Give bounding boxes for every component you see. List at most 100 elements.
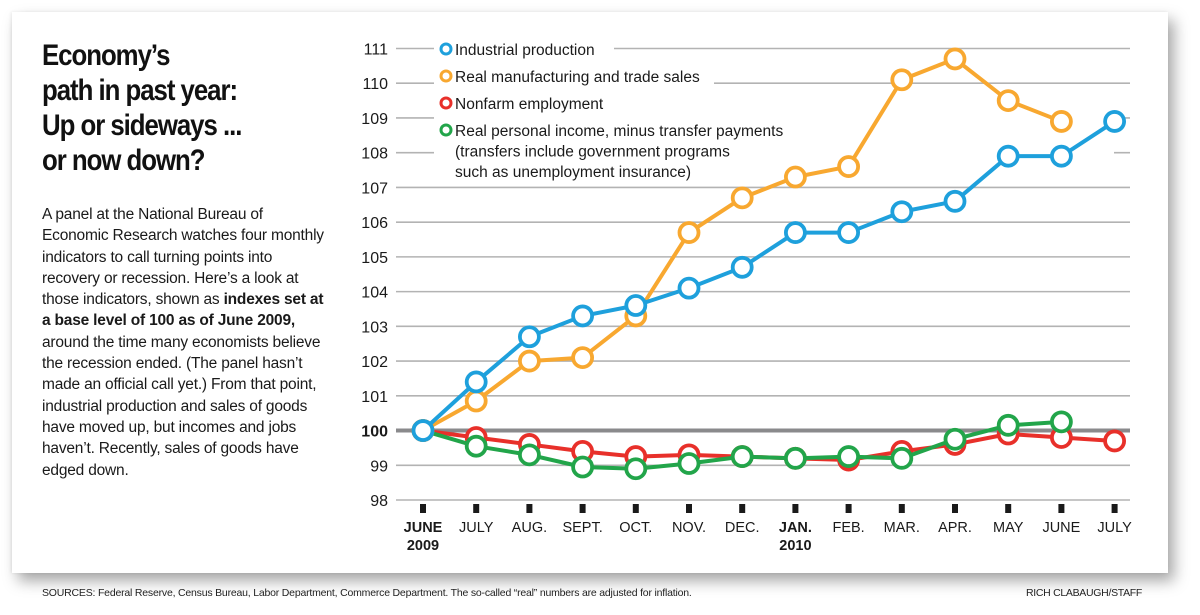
sources-note: SOURCES: Federal Reserve, Census Bureau,… bbox=[42, 587, 692, 599]
series-real-personal-income bbox=[411, 410, 1073, 481]
data-point bbox=[784, 165, 807, 189]
x-tick-label: JUNE bbox=[404, 520, 443, 536]
legend-marker-icon bbox=[439, 69, 453, 83]
x-tick-label: OCT. bbox=[619, 520, 652, 536]
data-point bbox=[730, 445, 754, 468]
data-point bbox=[518, 349, 541, 373]
x-tick-label: MAY bbox=[993, 520, 1024, 536]
data-point bbox=[518, 443, 541, 467]
x-tick-mark bbox=[845, 504, 852, 513]
data-point bbox=[677, 221, 701, 244]
data-point bbox=[730, 186, 754, 210]
y-tick-label: 111 bbox=[364, 42, 388, 59]
body-text-part2: around the time many economists believe … bbox=[42, 333, 321, 479]
x-tick-mark bbox=[952, 504, 958, 513]
legend-marker-icon bbox=[439, 96, 453, 110]
x-tick-mark bbox=[632, 504, 639, 513]
data-point bbox=[943, 189, 967, 213]
x-tick-label: SEPT. bbox=[562, 520, 602, 536]
data-point bbox=[464, 434, 488, 458]
data-point bbox=[890, 446, 914, 470]
data-point bbox=[837, 221, 860, 244]
legend-label: Industrial production bbox=[455, 42, 595, 59]
headline-line: Economy’s bbox=[42, 39, 170, 72]
x-tick-label: DEC. bbox=[725, 520, 760, 536]
x-tick-label: MAR. bbox=[884, 520, 920, 536]
data-point bbox=[677, 276, 701, 300]
data-point bbox=[677, 452, 701, 475]
headline: Economy’s path in past year: Up or sidew… bbox=[42, 38, 300, 178]
x-tick-label: JAN. bbox=[779, 520, 812, 536]
x-tick-mark bbox=[420, 504, 426, 513]
x-tick-mark bbox=[473, 504, 480, 513]
y-tick-label: 99 bbox=[370, 458, 388, 475]
x-tick-sublabel: 2009 bbox=[407, 538, 439, 554]
x-tick-label: AUG. bbox=[512, 520, 547, 536]
data-point bbox=[1103, 429, 1126, 453]
legend-bg bbox=[434, 65, 714, 89]
data-point bbox=[518, 325, 541, 349]
graphic-credit: RICH CLABAUGH/STAFF bbox=[1026, 587, 1143, 599]
data-point bbox=[996, 89, 1020, 112]
legend-note: such as unemployment insurance) bbox=[455, 164, 691, 181]
data-point bbox=[464, 370, 488, 394]
x-tick-mark bbox=[579, 504, 586, 513]
x-tick-label: JUNE bbox=[1042, 520, 1080, 536]
x-tick-label: JULY bbox=[459, 520, 494, 536]
x-tick-label: APR. bbox=[938, 520, 972, 536]
headline-line: or now down? bbox=[42, 144, 205, 177]
legend-item-industrial-production: Industrial production bbox=[439, 42, 595, 59]
legend-marker-icon bbox=[439, 42, 453, 56]
x-tick-sublabel: 2010 bbox=[779, 538, 811, 554]
x-tick-mark bbox=[1058, 504, 1065, 513]
x-tick-mark bbox=[739, 504, 746, 513]
data-point bbox=[996, 144, 1020, 168]
y-axis-ticks: 98 99 100 101 102 103 104 105 106 107 108 109 110 111 bbox=[361, 42, 388, 511]
x-tick-mark bbox=[686, 504, 692, 513]
x-tick-mark bbox=[1005, 504, 1012, 513]
x-tick-mark bbox=[792, 504, 799, 513]
y-tick-label: 108 bbox=[361, 146, 388, 163]
y-tick-label: 102 bbox=[361, 354, 388, 371]
x-tick-label: JULY bbox=[1097, 520, 1132, 536]
y-tick-label: 103 bbox=[361, 319, 388, 336]
series-industrial-production bbox=[411, 110, 1126, 442]
x-tick-mark bbox=[898, 504, 905, 513]
data-point bbox=[571, 346, 594, 370]
legend-item-real-personal-income: Real personal income, minus transfer pay… bbox=[439, 123, 783, 181]
data-point bbox=[464, 389, 488, 413]
data-point bbox=[624, 294, 648, 317]
y-tick-label: 107 bbox=[361, 180, 388, 197]
x-tick-label: FEB. bbox=[832, 520, 864, 536]
series-lines bbox=[411, 47, 1126, 481]
data-point bbox=[730, 255, 754, 279]
x-axis-ticks: JUNE 2009 JULY AUG. SEPT. OCT. NOV. DEC. JAN. 201… bbox=[404, 504, 1132, 554]
legend-marker-icon bbox=[439, 123, 453, 137]
explanatory-text: A panel at the National Bureau of Econom… bbox=[42, 204, 332, 481]
data-point bbox=[1050, 110, 1073, 133]
data-point bbox=[996, 413, 1020, 437]
y-tick-label: 110 bbox=[362, 76, 388, 93]
legend-label: Nonfarm employment bbox=[455, 96, 604, 113]
y-tick-label: 98 bbox=[370, 493, 388, 510]
body-text-emphasis: indexes set at a base level of 100 as of… bbox=[42, 291, 324, 330]
headline-line: Up or sideways ... bbox=[42, 109, 242, 142]
data-point bbox=[943, 47, 967, 71]
legend-item-nonfarm-employment: Nonfarm employment bbox=[439, 96, 604, 113]
y-tick-label: 100 bbox=[361, 424, 388, 441]
data-point bbox=[890, 68, 914, 92]
data-point bbox=[1050, 410, 1073, 434]
legend-note: (transfers include government programs bbox=[455, 144, 730, 161]
headline-line: path in past year: bbox=[42, 74, 238, 107]
legend: Industrial production Real manufacturing … bbox=[439, 42, 783, 181]
data-point bbox=[784, 221, 807, 244]
data-point bbox=[784, 446, 807, 470]
legend-label: Real manufacturing and trade sales bbox=[455, 69, 700, 86]
data-point bbox=[624, 457, 648, 481]
data-point bbox=[890, 200, 914, 224]
data-point bbox=[571, 304, 594, 328]
x-tick-mark bbox=[526, 504, 533, 513]
y-tick-label: 106 bbox=[361, 215, 388, 232]
x-tick-label: NOV. bbox=[672, 520, 706, 536]
